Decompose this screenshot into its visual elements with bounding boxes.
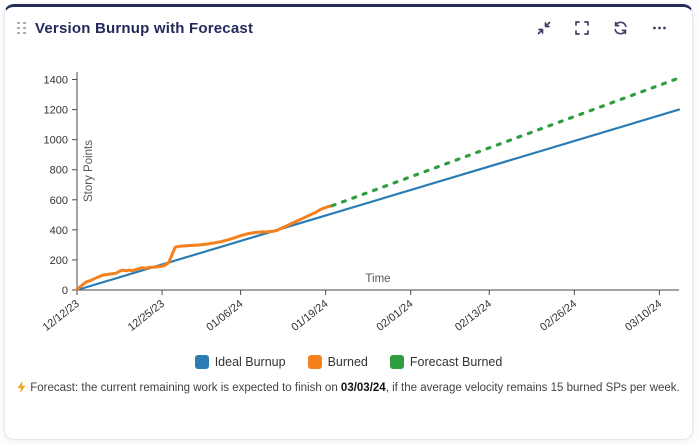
svg-text:12/25/23: 12/25/23 (126, 298, 167, 334)
svg-text:1400: 1400 (44, 75, 68, 87)
chart-canvas: 0 200 400 600 800 1000 1200 1400 12/12/23 12/25/2… (41, 72, 681, 334)
svg-text:02/13/24: 02/13/24 (453, 298, 494, 334)
legend-swatch (194, 355, 209, 369)
svg-text:Story Points: Story Points (83, 140, 95, 202)
widget-toolbar (534, 18, 676, 38)
svg-text:03/10/24: 03/10/24 (623, 298, 664, 334)
legend-swatch (389, 355, 404, 369)
legend-item-burned[interactable]: Burned (307, 355, 368, 369)
svg-text:0: 0 (62, 285, 68, 297)
burnup-widget-card: Version Burnup with Forecast (4, 4, 693, 440)
svg-text:Time: Time (365, 273, 390, 285)
lightning-icon (17, 381, 26, 396)
svg-text:01/06/24: 01/06/24 (204, 298, 245, 334)
widget-title: Version Burnup with Forecast (35, 19, 254, 37)
legend-item-ideal-burnup[interactable]: Ideal Burnup (194, 355, 286, 369)
more-icon[interactable] (649, 18, 670, 38)
series-forecast-burned (330, 76, 681, 208)
forecast-note: Forecast: the current remaining work is … (5, 381, 692, 396)
svg-text:12/12/23: 12/12/23 (41, 298, 82, 334)
svg-text:1000: 1000 (44, 135, 68, 147)
series-ideal-burnup (75, 108, 681, 292)
svg-text:600: 600 (50, 195, 68, 207)
series-burned (75, 204, 334, 291)
legend-swatch (307, 355, 322, 369)
chart-legend: Ideal Burnup Burned Forecast Burned (5, 355, 692, 369)
widget-header: Version Burnup with Forecast (5, 7, 692, 42)
forecast-date: 03/03/24 (340, 382, 386, 394)
legend-label: Burned (327, 355, 368, 369)
legend-label: Forecast Burned (409, 355, 503, 369)
burnup-chart: 0 200 400 600 800 1000 1200 1400 12/12/23 12/25/2… (5, 42, 692, 355)
svg-text:800: 800 (50, 165, 68, 177)
svg-text:400: 400 (50, 225, 68, 237)
legend-item-forecast-burned[interactable]: Forecast Burned (389, 355, 503, 369)
refresh-icon[interactable] (610, 18, 631, 38)
forecast-text-after: , if the average velocity remains 15 bur… (385, 382, 680, 394)
svg-text:02/26/24: 02/26/24 (538, 298, 579, 334)
svg-text:1200: 1200 (44, 105, 68, 117)
svg-text:200: 200 (50, 255, 68, 267)
collapse-icon[interactable] (534, 18, 554, 38)
svg-text:01/19/24: 01/19/24 (289, 298, 330, 334)
drag-handle-icon[interactable] (17, 21, 26, 35)
forecast-text-before: Forecast: the current remaining work is … (30, 382, 341, 394)
fullscreen-icon[interactable] (572, 18, 592, 38)
legend-label: Ideal Burnup (214, 355, 286, 369)
svg-text:02/01/24: 02/01/24 (374, 298, 415, 334)
